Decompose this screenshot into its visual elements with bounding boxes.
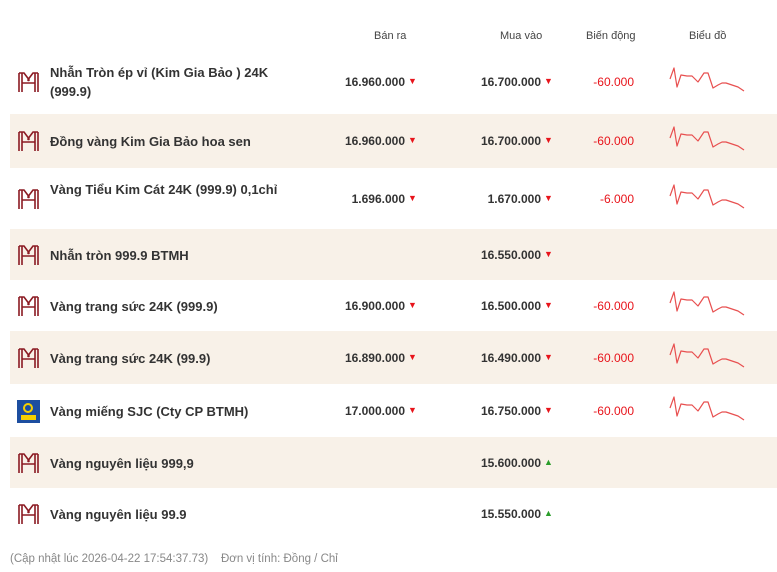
btmh-logo [17,188,40,211]
arrow-down-icon: ▼ [408,351,417,362]
arrow-down-icon: ▼ [408,404,417,415]
product-name: Nhẫn tròn 999.9 BTMH [50,247,189,263]
btmh-logo [17,71,40,94]
table-row[interactable]: Đồng vàng Kim Gia Bảo hoa sen 16.960.000 ▼… [10,114,777,168]
sparkline [669,67,745,92]
arrow-down-icon: ▼ [544,135,553,145]
buy-price: 16.500.000 [480,298,541,313]
product-name: Vàng nguyên liệu 99.9 [50,506,187,522]
price-change: -60.000 [593,75,634,89]
product-name: Vàng trang sức 24K (99.9) [50,350,211,366]
sell-price: 17.000.000 [344,403,405,418]
sparkline-chart[interactable] [668,65,748,95]
header-change: Biến động [586,30,636,42]
table-row[interactable]: Vàng nguyên liệu 99.9 15.550.000 ▲ [10,488,777,539]
buy-price: 16.700.000 [480,134,541,148]
arrow-down-icon: ▼ [408,76,417,86]
price-change: -60.000 [593,134,634,148]
buy-price: 16.750.000 [480,403,541,418]
sparkline [669,183,745,208]
arrow-down-icon: ▼ [544,76,553,86]
arrow-down-icon: ▼ [544,248,553,259]
table-row[interactable]: Vàng trang sức 24K (99.9) 16.890.000 ▼ 16.4… [10,331,777,384]
sell-price: 1.696.000 [351,191,405,206]
sparkline-chart[interactable] [668,341,748,371]
sparkline [669,290,745,315]
product-name: Vàng nguyên liệu 999,9 [50,455,194,471]
sparkline-chart[interactable] [668,182,748,212]
arrow-down-icon: ▼ [544,351,553,362]
arrow-up-icon: ▲ [544,507,553,518]
product-name: Vàng trang sức 24K (999.9) [50,298,218,314]
buy-price: 15.600.000 [480,455,541,470]
product-name: Vàng Tiểu Kim Cát 24K (999.9) 0,1chỉ [50,181,278,197]
price-change: -60.000 [593,298,634,313]
product-name: Đồng vàng Kim Gia Bảo hoa sen [50,134,251,149]
table-row[interactable]: Vàng nguyên liệu 999,9 15.600.000 ▲ [10,437,777,488]
btmh-logo [17,452,40,475]
table-row[interactable]: Vàng Tiểu Kim Cát 24K (999.9) 0,1chỉ 1.69… [10,168,777,229]
table-row[interactable]: Nhẫn Tròn ép vỉ (Kim Gia Bảo ) 24K (999.… [10,50,777,114]
price-change: -6.000 [599,191,634,206]
arrow-down-icon: ▼ [408,192,417,203]
btmh-logo [17,347,40,370]
sparkline [669,342,745,367]
sell-price: 16.960.000 [344,134,405,148]
sparkline-chart[interactable] [668,289,748,319]
buy-price: 16.550.000 [480,247,541,262]
unit-label: Đơn vị tính: Đồng / Chỉ [220,553,338,565]
header-sell: Bán ra [374,30,407,42]
arrow-down-icon: ▼ [408,299,417,310]
sparkline [669,395,745,420]
btmh-logo [17,244,40,267]
header-chart: Biểu đồ [689,30,727,42]
price-change: -60.000 [593,350,634,365]
buy-price: 15.550.000 [480,506,541,521]
buy-price: 16.700.000 [480,75,541,89]
arrow-down-icon: ▼ [408,135,417,145]
table-row[interactable]: Vàng miếng SJC (Cty CP BTMH) 17.000.000 ▼ 1… [10,384,777,437]
sell-price: 16.890.000 [344,350,405,365]
btmh-logo [17,295,40,318]
sparkline [669,126,745,151]
arrow-down-icon: ▼ [544,404,553,415]
arrow-down-icon: ▼ [544,299,553,310]
sparkline-chart[interactable] [668,124,748,154]
update-time: (Cập nhật lúc 2026-04-22 17:54:37.73) [10,553,209,565]
header-buy: Mua vào [500,30,543,42]
arrow-up-icon: ▲ [544,456,553,467]
sell-price: 16.900.000 [344,298,405,313]
buy-price: 1.670.000 [487,191,541,206]
product-name: Vàng miếng SJC (Cty CP BTMH) [50,403,249,419]
arrow-down-icon: ▼ [544,192,553,203]
sjc-logo [17,399,40,423]
sell-price: 16.960.000 [344,75,405,89]
buy-price: 16.490.000 [480,350,541,365]
table-row[interactable]: Nhẫn tròn 999.9 BTMH 16.550.000 ▼ [10,229,777,280]
btmh-logo [17,503,40,526]
price-change: -60.000 [593,403,634,418]
btmh-logo [17,130,40,153]
footer: (Cập nhật lúc 2026-04-22 17:54:37.73) Đơ… [10,553,338,565]
product-name: Nhẫn Tròn ép vỉ (Kim Gia Bảo ) 24K (999.… [50,65,269,99]
sparkline-chart[interactable] [668,394,748,424]
table-row[interactable]: Vàng trang sức 24K (999.9) 16.900.000 ▼ 16.… [10,280,777,331]
